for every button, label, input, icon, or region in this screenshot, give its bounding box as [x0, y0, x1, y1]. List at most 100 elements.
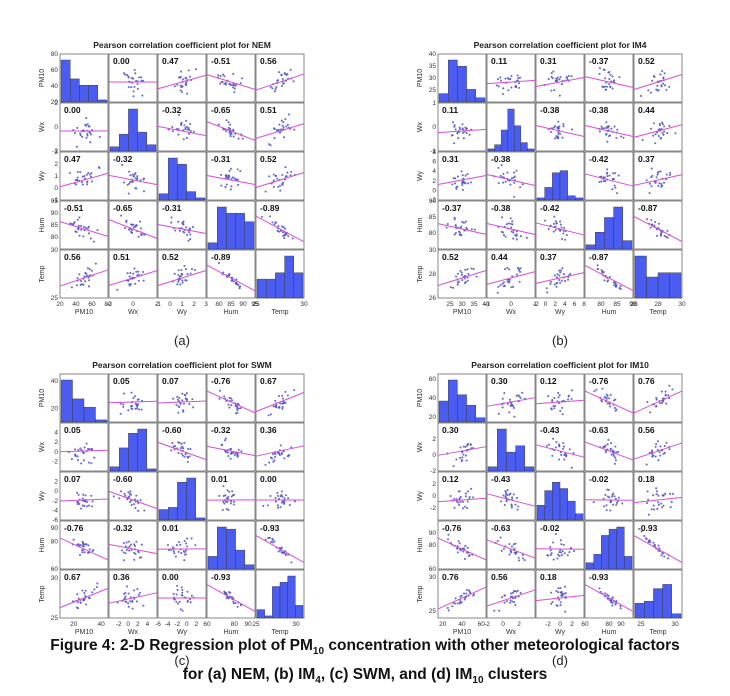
scatter-point: [277, 497, 281, 501]
scatter-point: [279, 189, 282, 192]
x-variable-label: Wx: [128, 629, 139, 636]
correlation-label: -0.89: [211, 252, 231, 262]
regression-line: [157, 125, 207, 137]
scatter-point: [137, 279, 140, 282]
cell-frame: [486, 520, 536, 570]
scatter-point: [560, 226, 563, 229]
scatter-point: [497, 166, 500, 169]
scatter-point: [549, 282, 552, 286]
x-variable-label: PM10: [453, 309, 471, 316]
cell-Temp-vs-Hum: -0.89: [206, 249, 256, 299]
scatter-point: [561, 447, 565, 450]
scatter-point: [236, 183, 240, 187]
scatter-point: [184, 553, 187, 556]
x-tick-label: 2: [192, 301, 196, 308]
histogram-bar: [634, 255, 647, 299]
histogram-bar: [244, 221, 255, 250]
scatter-point: [138, 591, 142, 594]
scatter-point: [290, 446, 293, 449]
scatter-point: [559, 75, 562, 78]
cell-PM10-vs-Temp: 0.76: [633, 373, 683, 423]
scatter-point: [639, 94, 643, 98]
scatter-point: [557, 553, 560, 556]
scatter-point: [510, 86, 513, 89]
scatter-point: [552, 437, 555, 440]
scatter-point: [466, 276, 469, 279]
histogram-bar: [500, 129, 508, 152]
scatter-point: [455, 500, 458, 503]
scatter-point: [651, 174, 654, 177]
scatter-point: [521, 553, 524, 556]
scatter-point: [614, 186, 617, 189]
scatter-point: [183, 455, 186, 458]
scatter-point: [551, 398, 554, 402]
scatter-point: [189, 75, 192, 78]
scatter-point: [459, 495, 462, 499]
x-tick-label: 0: [544, 301, 548, 308]
regression-line: [437, 537, 487, 561]
y-variable-label: Hum: [39, 217, 46, 232]
x-tick-label: -4: [165, 621, 171, 628]
scatter-point: [453, 497, 456, 500]
scatter-point: [608, 83, 611, 86]
scatter-point: [85, 226, 88, 229]
scatter-point: [501, 282, 504, 285]
scatter-point: [76, 277, 79, 280]
scatter-point: [601, 127, 604, 130]
scatter-point: [662, 452, 665, 455]
scatter-point: [497, 285, 500, 288]
y-tick-label: -2: [430, 468, 436, 475]
scatter-point: [460, 273, 464, 276]
scatter-point: [184, 126, 187, 129]
x-tick-label: 90: [239, 301, 247, 308]
scatter-point: [453, 216, 456, 219]
scatter-point: [614, 285, 618, 288]
cell-frame: [157, 249, 207, 299]
cell-frame: [206, 422, 256, 472]
scatter-point: [217, 261, 221, 265]
scatter-point: [559, 132, 562, 135]
correlation-label: 0.76: [638, 376, 655, 386]
scatter-point: [289, 174, 292, 177]
scatter-point: [179, 402, 182, 405]
scatter-point: [614, 398, 617, 401]
scatter-point: [495, 84, 498, 87]
scatter-point: [137, 270, 140, 273]
scatter-point: [285, 175, 288, 178]
scatter-point: [655, 397, 658, 400]
scatter-point: [86, 132, 89, 135]
scatter-point: [502, 281, 505, 284]
scatter-point: [223, 75, 226, 78]
scatter-point: [142, 79, 145, 83]
scatter-point: [546, 444, 549, 447]
histogram-bar: [207, 242, 218, 250]
scatter-point: [616, 500, 619, 503]
scatter-point: [134, 407, 137, 410]
scatter-point: [652, 122, 655, 125]
cell-frame: [437, 151, 487, 201]
scatter-point: [503, 594, 506, 597]
scatter-point: [557, 391, 560, 395]
scatter-point: [81, 540, 84, 543]
scatter-point: [96, 582, 99, 585]
scatter-point: [184, 453, 187, 456]
regression-line: [633, 390, 683, 414]
scatter-point: [562, 543, 565, 546]
scatter-point: [506, 488, 509, 492]
cell-frame: [255, 102, 305, 152]
scatter-point: [511, 220, 514, 223]
cell-Temp-vs-Temp: [633, 249, 683, 299]
scatter-point: [276, 494, 280, 497]
x-variable-label: Wy: [177, 629, 188, 636]
scatter-point: [140, 556, 143, 559]
cell-frame: [255, 422, 305, 472]
scatter-point: [663, 445, 666, 448]
cell-Hum-vs-PM10: -0.76: [59, 520, 109, 570]
scatter-point: [184, 77, 187, 80]
scatter-point: [513, 406, 516, 410]
scatter-point: [190, 268, 194, 271]
scatter-point: [513, 415, 516, 418]
scatter-point: [125, 74, 129, 77]
scatter-point: [82, 545, 86, 548]
scatter-point: [661, 551, 664, 554]
